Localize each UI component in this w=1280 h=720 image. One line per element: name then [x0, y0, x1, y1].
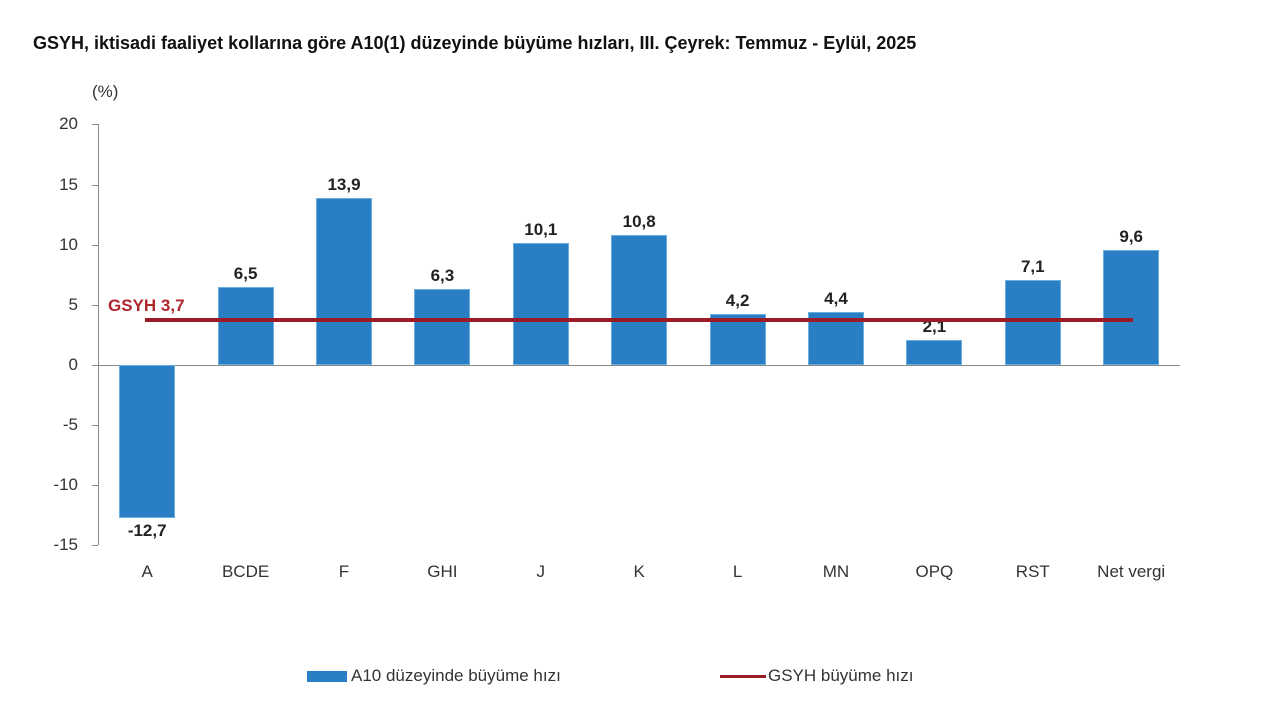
y-tick-label: 10 [59, 234, 78, 254]
y-tick-label: -5 [62, 415, 78, 435]
y-tick-label: -15 [53, 535, 78, 555]
y-tick-label: 15 [59, 174, 78, 194]
y-tick-label: 0 [68, 355, 78, 374]
x-tick-label: RST [1015, 562, 1050, 581]
bar-value-label: 10,8 [622, 212, 656, 232]
x-axis-line [98, 365, 1180, 366]
legend-bar-swatch-icon [307, 670, 347, 682]
y-tick-mark [92, 425, 98, 427]
bar-value-label: 10,1 [524, 220, 558, 240]
y-tick-mark [92, 184, 98, 186]
bar-value-label: 4,4 [824, 289, 848, 309]
gsyh-reference-line [145, 318, 1133, 323]
gsyh-annotation: GSYH 3,7 [108, 296, 185, 315]
y-axis-line [98, 124, 99, 545]
x-tick-label: Net vergi [1097, 562, 1166, 581]
x-tick-label: BCDE [221, 562, 270, 581]
y-tick-mark [92, 545, 98, 547]
legend-item-bar: A10 düzeyinde büyüme hızı [307, 666, 561, 686]
x-tick-label: J [536, 562, 546, 581]
x-tick-label: OPQ [915, 562, 954, 581]
y-axis-unit: (%) [92, 82, 119, 101]
bar-value-label: 13,9 [327, 174, 361, 194]
chart-title: GSYH, iktisadi faaliyet kollarına göre A… [33, 33, 917, 53]
bar-k [611, 235, 668, 365]
bar-net-vergi [1103, 249, 1160, 365]
bar-value-label: 7,1 [1020, 256, 1045, 276]
legend-line-label: GSYH büyüme hızı [768, 666, 914, 685]
x-tick-label: K [633, 562, 645, 581]
bar-value-label: 6,3 [430, 266, 455, 286]
x-tick-label: MN [822, 562, 850, 581]
y-tick-mark [92, 485, 98, 487]
bar-value-label: 4,2 [725, 291, 750, 311]
y-tick-label: 20 [59, 114, 78, 134]
bar-l [709, 314, 766, 365]
y-tick-mark [92, 124, 98, 126]
y-tick-mark [92, 244, 98, 246]
bar-bcde [217, 286, 274, 365]
bar-opq [906, 339, 963, 365]
y-tick-label: -10 [53, 475, 78, 495]
x-tick-label: A [141, 562, 153, 581]
legend-item-line: GSYH büyüme hızı [720, 666, 914, 686]
bar-value-label: 9,6 [1119, 226, 1143, 246]
bar-value-label: 6,5 [233, 263, 258, 283]
x-tick-label: F [338, 562, 350, 581]
y-tick-mark [92, 365, 98, 366]
x-tick-label: GHI [427, 562, 458, 581]
bar-j [512, 243, 569, 365]
bar-ghi [414, 289, 471, 365]
legend-bar-label: A10 düzeyinde büyüme hızı [351, 666, 561, 685]
bar-f [316, 197, 372, 365]
bar-a [119, 365, 176, 518]
y-tick-mark [92, 304, 98, 306]
y-tick-label: 5 [68, 294, 78, 314]
x-tick-label: L [732, 562, 743, 581]
legend-line-swatch-icon [720, 674, 766, 678]
bar-value-label: -12,7 [127, 520, 167, 540]
